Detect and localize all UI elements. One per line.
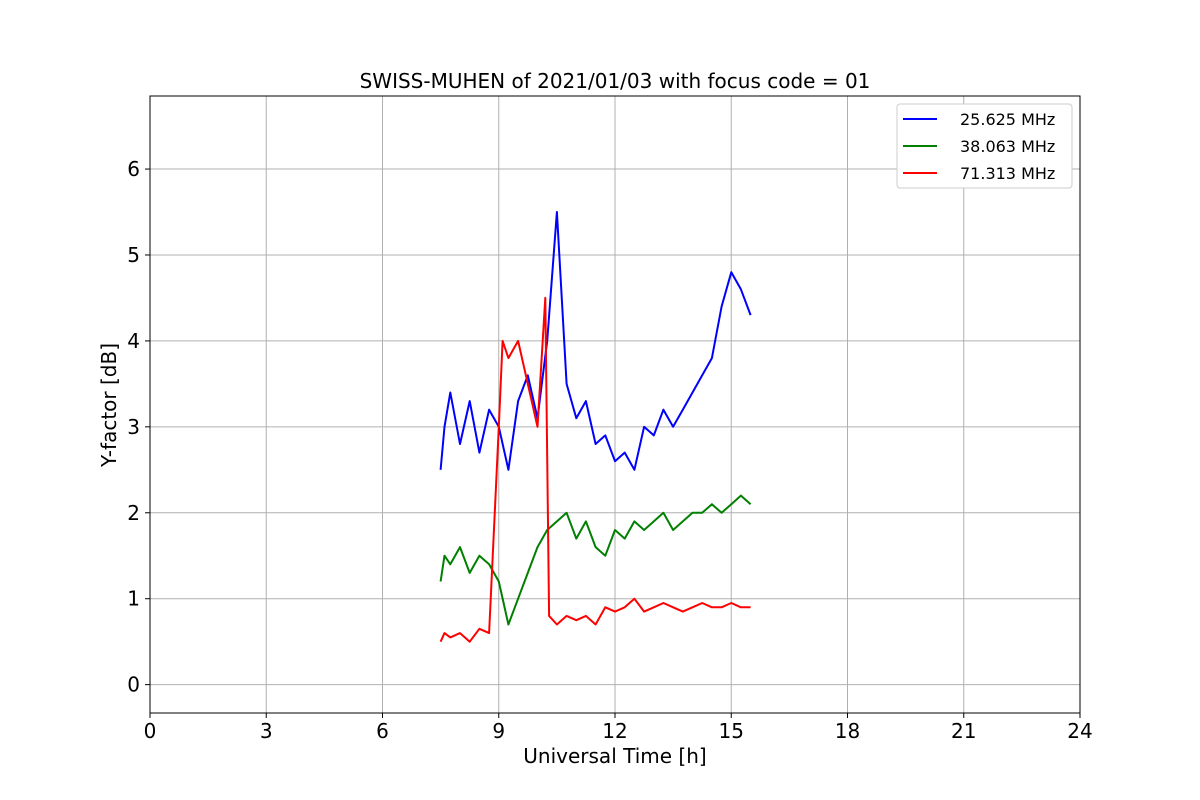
series-line-2 [439,494,752,626]
y-tick-label: 6 [127,157,140,181]
legend-box [896,103,1073,189]
x-tick-label: 12 [602,719,627,743]
legend-label-1: 25.625 MHz [960,110,1055,129]
legend-label-2: 38.063 MHz [960,137,1055,156]
x-tick-label: 21 [951,719,976,743]
legend-label-3: 71.313 MHz [960,164,1055,183]
x-axis-label: Universal Time [h] [523,744,706,768]
y-tick-label: 1 [127,587,140,611]
x-axis-ticks: 0 3 6 9 12 15 18 21 24 [144,713,1093,743]
x-tick-label: 18 [835,719,860,743]
series-layer [439,211,752,643]
x-tick-label: 0 [144,719,157,743]
y-tick-label: 0 [127,673,140,697]
y-axis-ticks: 0 1 2 3 4 5 6 [127,157,150,697]
x-tick-label: 3 [260,719,273,743]
y-tick-label: 2 [127,501,140,525]
x-tick-label: 15 [719,719,744,743]
x-tick-label: 6 [376,719,389,743]
series-line-1 [439,211,752,471]
x-tick-label: 24 [1067,719,1092,743]
y-tick-label: 5 [127,243,140,267]
legend: 25.625 MHz 38.063 MHz 71.313 MHz [896,103,1073,189]
plot-area [439,211,752,643]
series-line-3 [439,296,751,643]
y-tick-label: 3 [127,415,140,439]
chart-title: SWISS-MUHEN of 2021/01/03 with focus cod… [360,69,871,93]
y-tick-label: 4 [127,329,140,353]
x-tick-label: 9 [492,719,505,743]
y-axis-label: Y-factor [dB] [97,343,121,468]
